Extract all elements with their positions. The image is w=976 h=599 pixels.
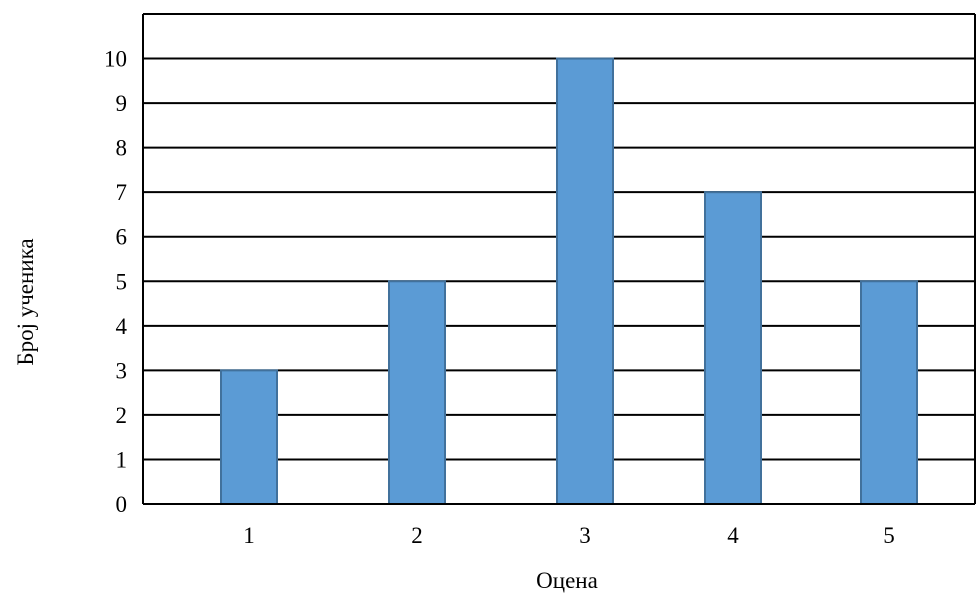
x-axis-title: Оцена — [536, 568, 598, 593]
y-tick-labels: 0 1 2 3 4 5 6 7 8 9 10 — [104, 47, 128, 517]
y-tick-label: 3 — [116, 358, 128, 383]
y-tick-label: 5 — [116, 269, 128, 294]
y-tick-label: 0 — [116, 492, 128, 517]
y-tick-label: 9 — [116, 91, 128, 116]
y-axis-title: Број ученика — [13, 238, 38, 365]
y-tick-label: 10 — [104, 47, 127, 72]
bar-1 — [220, 369, 278, 506]
axes — [142, 13, 976, 505]
bar-4 — [704, 191, 762, 505]
y-tick-label: 7 — [116, 180, 128, 205]
x-tick-labels: 1 2 3 4 5 — [243, 523, 895, 548]
x-tick-label: 5 — [883, 523, 895, 548]
x-tick-label: 1 — [243, 523, 255, 548]
x-tick-label: 4 — [727, 523, 739, 548]
x-tick-label: 2 — [411, 523, 423, 548]
bar-2 — [388, 280, 446, 506]
bar-5 — [860, 280, 918, 506]
y-tick-label: 4 — [116, 314, 128, 339]
y-tick-label: 6 — [116, 225, 128, 250]
bar-3 — [556, 57, 614, 506]
x-tick-label: 3 — [579, 523, 591, 548]
y-tick-label: 2 — [116, 403, 128, 428]
y-tick-label: 8 — [116, 136, 128, 161]
y-tick-label: 1 — [116, 447, 128, 472]
